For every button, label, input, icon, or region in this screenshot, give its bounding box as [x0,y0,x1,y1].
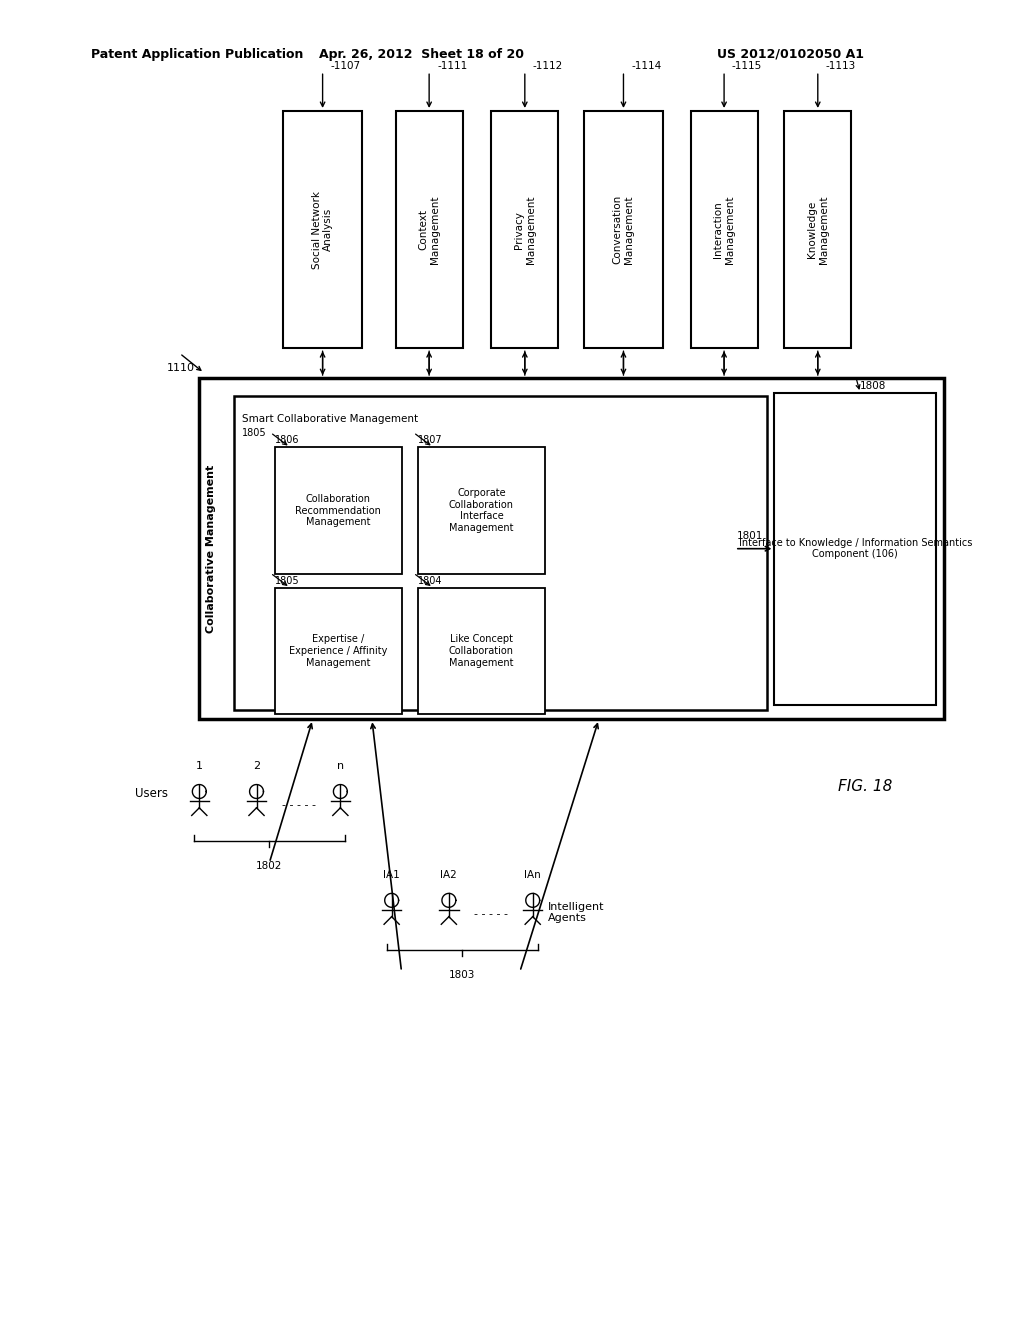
Text: 1805: 1805 [242,429,266,438]
Text: 2: 2 [253,760,260,771]
Bar [492,111,558,348]
Text: FIG. 18: FIG. 18 [838,779,892,793]
Text: - - - - -: - - - - - [282,800,316,810]
Bar [284,111,362,348]
Text: Intelligent
Agents: Intelligent Agents [548,902,604,923]
Bar [200,378,944,719]
Text: US 2012/0102050 A1: US 2012/0102050 A1 [717,48,864,61]
Text: 1806: 1806 [275,436,300,445]
Text: Smart Collaborative Management: Smart Collaborative Management [242,413,418,424]
Text: Context
Management: Context Management [419,195,440,264]
Text: Patent Application Publication: Patent Application Publication [91,48,303,61]
Text: IAn: IAn [524,870,541,879]
Text: 1807: 1807 [418,436,443,445]
Text: 1808: 1808 [860,381,887,391]
Bar [275,447,401,574]
Text: -1112: -1112 [532,61,563,71]
Text: 1801: 1801 [737,531,763,541]
Text: IA2: IA2 [440,870,458,879]
Bar [275,587,401,714]
Bar [690,111,758,348]
Bar [233,396,767,710]
Text: -1115: -1115 [732,61,762,71]
Text: - - - - -: - - - - - [474,909,508,919]
Text: -1113: -1113 [825,61,856,71]
Bar [418,447,545,574]
Text: 1110: 1110 [166,363,195,374]
Text: 1802: 1802 [256,861,283,871]
Text: -1114: -1114 [632,61,662,71]
Text: n: n [337,760,344,771]
Text: Interaction
Management: Interaction Management [714,195,735,264]
Bar [774,393,936,705]
Bar [418,587,545,714]
Text: Collaboration
Recommendation
Management: Collaboration Recommendation Management [296,494,381,527]
Text: -1107: -1107 [331,61,360,71]
Text: -1111: -1111 [437,61,467,71]
Text: 1: 1 [196,760,203,771]
Text: Users: Users [135,787,168,800]
Text: Expertise /
Experience / Affinity
Management: Expertise / Experience / Affinity Manage… [289,635,387,668]
Bar [584,111,663,348]
Text: Corporate
Collaboration
Interface
Management: Corporate Collaboration Interface Manage… [449,488,514,533]
Text: Like Concept
Collaboration
Management: Like Concept Collaboration Management [449,635,514,668]
Text: Knowledge
Management: Knowledge Management [807,195,828,264]
Bar [395,111,463,348]
Text: Collaborative Management: Collaborative Management [206,465,216,632]
Text: 1803: 1803 [449,970,475,979]
Text: 1804: 1804 [418,576,442,586]
Text: Conversation
Management: Conversation Management [612,195,634,264]
Text: Interface to Knowledge / Information Semantics
Component (106): Interface to Knowledge / Information Sem… [738,537,972,560]
Text: 1805: 1805 [275,576,300,586]
Text: IA1: IA1 [383,870,400,879]
Text: Privacy
Management: Privacy Management [514,195,536,264]
Bar [784,111,851,348]
Text: Social Network
Analysis: Social Network Analysis [311,190,334,268]
Text: Apr. 26, 2012  Sheet 18 of 20: Apr. 26, 2012 Sheet 18 of 20 [318,48,523,61]
